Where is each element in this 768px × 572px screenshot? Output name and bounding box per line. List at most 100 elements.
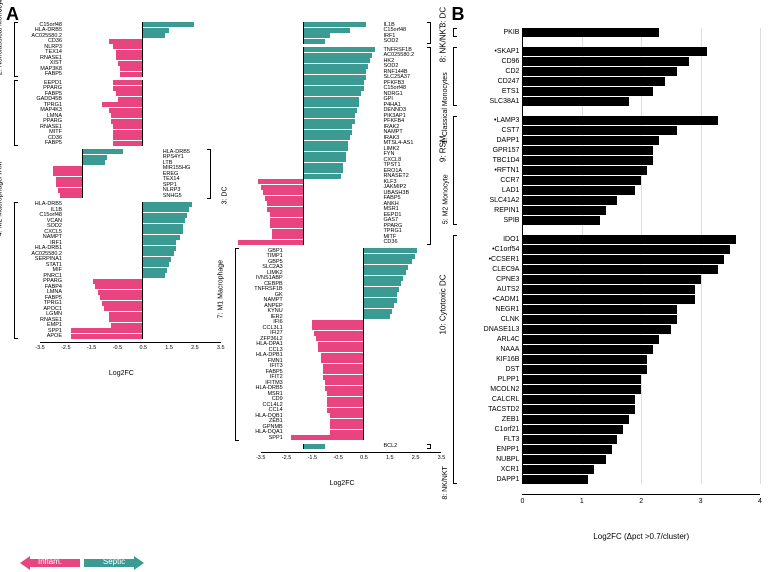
bar bbox=[120, 72, 142, 77]
gene-label-b: DAPP1 bbox=[467, 476, 522, 483]
bar bbox=[267, 207, 303, 212]
bar-b bbox=[522, 176, 641, 185]
bar-b bbox=[522, 475, 587, 484]
bar bbox=[363, 270, 406, 275]
bar bbox=[270, 218, 304, 223]
bar bbox=[303, 102, 359, 107]
bar bbox=[363, 265, 408, 270]
gene-label-b: CD96 bbox=[467, 58, 522, 65]
bar-b bbox=[522, 335, 659, 344]
bar-row: FABP5 bbox=[22, 141, 221, 146]
bar-b bbox=[522, 216, 599, 225]
panel-b-content: 3: DCPKIB8: NK/NKT•SKAP1CD96CD2CD247ETS1… bbox=[467, 28, 760, 541]
panel-a-columns: 0: Intermediate MonocytesC15orf48HLA-DRB… bbox=[4, 22, 441, 556]
bar-b bbox=[522, 196, 617, 205]
bar bbox=[142, 202, 191, 207]
bar bbox=[142, 251, 173, 256]
bar bbox=[303, 163, 343, 168]
bar-row-b: GPR157 bbox=[467, 146, 760, 155]
bar-row-b: PLPP1 bbox=[467, 375, 760, 384]
bar bbox=[363, 303, 394, 308]
bar bbox=[303, 39, 325, 44]
bar-row-b: MCOLN2 bbox=[467, 385, 760, 394]
bar-b bbox=[522, 395, 635, 404]
bar bbox=[113, 86, 142, 91]
gene-label-b: •RFTN1 bbox=[467, 167, 522, 174]
bar bbox=[314, 331, 363, 336]
gene-label-b: REPIN1 bbox=[467, 207, 522, 214]
bar-b bbox=[522, 325, 670, 334]
bar bbox=[142, 268, 167, 273]
gene-label-b: •CADM1 bbox=[467, 296, 522, 303]
bar-b bbox=[522, 146, 653, 155]
bar bbox=[58, 188, 83, 193]
bar bbox=[82, 149, 122, 154]
x-axis-b: 01234 bbox=[522, 494, 760, 518]
bar bbox=[363, 298, 397, 303]
bar-row-b: IDO1 bbox=[467, 235, 760, 244]
bar-row-b: NEGR1 bbox=[467, 305, 760, 314]
bar bbox=[325, 386, 363, 391]
cluster: 1: Classical MonocytesIL1BC15orf48IRF1SO… bbox=[225, 22, 442, 44]
bar bbox=[109, 317, 143, 322]
bar-b bbox=[522, 235, 736, 244]
bar bbox=[363, 292, 397, 297]
bar bbox=[120, 66, 142, 71]
arrow-inflam: Inflam. bbox=[20, 556, 80, 570]
bar-row: SOD2 bbox=[225, 39, 424, 44]
bar-row-b: NUBPL bbox=[467, 455, 760, 464]
bar-b bbox=[522, 455, 605, 464]
bar-row: SNHG5 bbox=[4, 193, 203, 198]
cluster: 4: M2 Macrophage/TAMHLA-DRB5IL1BC15orf48… bbox=[4, 202, 221, 340]
bar-row-b: •SKAP1 bbox=[467, 47, 760, 56]
bar-row-b: PKIB bbox=[467, 28, 760, 37]
bar bbox=[60, 193, 82, 198]
bar bbox=[102, 301, 142, 306]
bar bbox=[303, 119, 354, 124]
gene-label-b: CD2 bbox=[467, 68, 522, 75]
bar-b bbox=[522, 275, 700, 284]
bar-row-b: SLC38A1 bbox=[467, 97, 760, 106]
bar-b bbox=[522, 305, 676, 314]
bar bbox=[325, 380, 363, 385]
gene-label-b: GPR157 bbox=[467, 147, 522, 154]
bar bbox=[312, 325, 363, 330]
bar bbox=[291, 435, 363, 440]
gene-label-b: SPIB bbox=[467, 217, 522, 224]
bar-row-b: AUTS2 bbox=[467, 285, 760, 294]
gene-label-b: NUBPL bbox=[467, 456, 522, 463]
bar bbox=[303, 69, 366, 74]
bar-b bbox=[522, 245, 730, 254]
bar bbox=[303, 146, 348, 151]
bar-b bbox=[522, 295, 694, 304]
bar-row-b: •CADM1 bbox=[467, 295, 760, 304]
bar-row-b: ENPP1 bbox=[467, 445, 760, 454]
bar-b bbox=[522, 87, 653, 96]
figure: A 0: Intermediate MonocytesC15orf48HLA-D… bbox=[0, 0, 768, 572]
gene-label-b: CLNK bbox=[467, 316, 522, 323]
bar bbox=[321, 353, 364, 358]
bar bbox=[109, 108, 143, 113]
bar bbox=[116, 55, 143, 60]
cluster: 0: Intermediate MonocytesC15orf48HLA-DRB… bbox=[4, 22, 221, 77]
bar bbox=[363, 281, 401, 286]
bar-b bbox=[522, 375, 641, 384]
gene-label-b: CPNE3 bbox=[467, 276, 522, 283]
bar bbox=[102, 102, 142, 107]
panel-b-label: B bbox=[451, 4, 464, 25]
cluster: 7: M1 MacrophageGBP1TIMP1GBP5SLC2A3LIMK2… bbox=[225, 248, 442, 441]
bar-row-b: FLT3 bbox=[467, 435, 760, 444]
bar bbox=[116, 50, 143, 55]
bar-row-b: TACSTD2 bbox=[467, 405, 760, 414]
bar bbox=[330, 413, 364, 418]
gene-label: FABP5 bbox=[22, 140, 64, 146]
bar-row-b: ARL4C bbox=[467, 335, 760, 344]
gene-label-b: TACSTD2 bbox=[467, 406, 522, 413]
bar-b bbox=[522, 425, 623, 434]
bar bbox=[303, 97, 359, 102]
gene-label: SOD2 bbox=[381, 38, 423, 44]
bar-row-b: REPIN1 bbox=[467, 206, 760, 215]
bar bbox=[56, 177, 83, 182]
cluster-label-b: 9: RSM bbox=[439, 135, 448, 162]
bar bbox=[53, 166, 82, 171]
